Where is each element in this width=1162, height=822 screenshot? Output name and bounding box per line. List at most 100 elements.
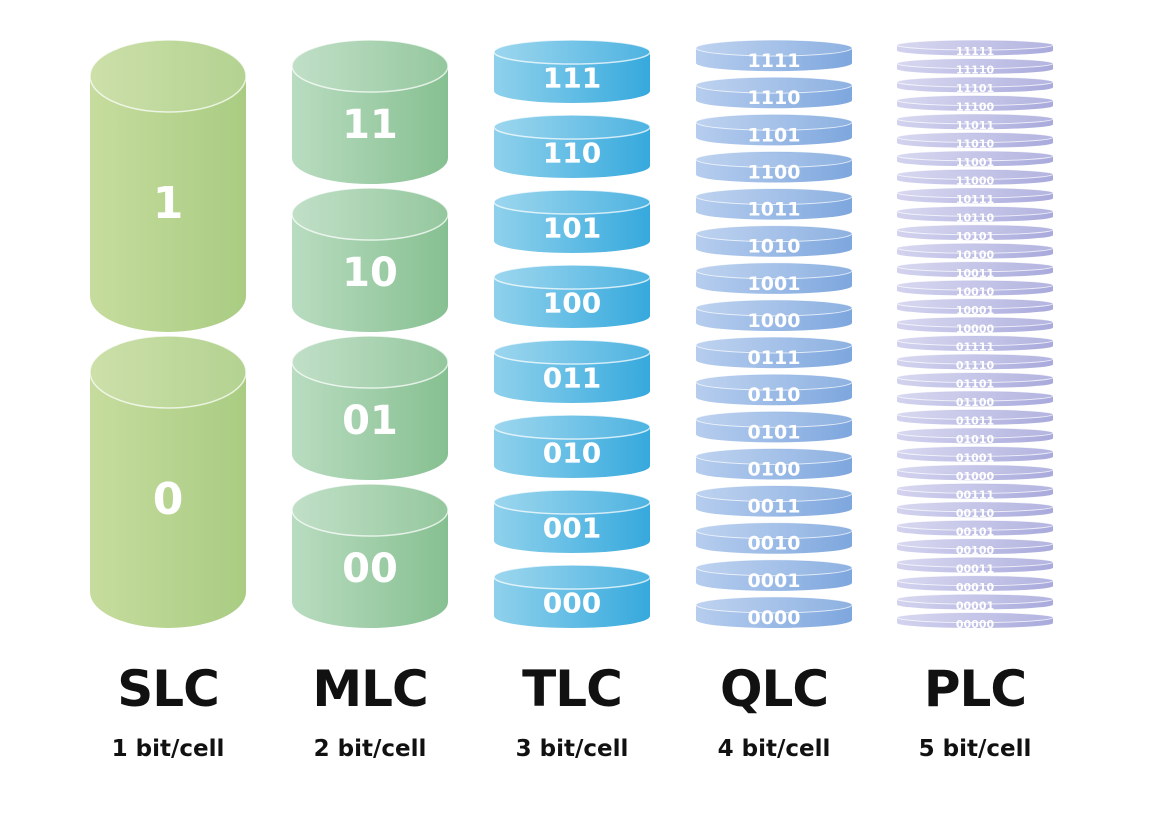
cell-plc-11001: 11001 — [896, 150, 1054, 169]
cell-qlc-1110: 1110 — [695, 76, 853, 109]
cell-plc-01010: 01010 — [896, 427, 1054, 446]
cell-plc-01000: 01000 — [896, 464, 1054, 483]
cell-label: 1000 — [748, 310, 801, 332]
cell-label: 1011 — [748, 199, 801, 221]
cell-label: 000 — [543, 587, 601, 620]
cell-label: 00010 — [956, 581, 995, 594]
stack-tlc: 111 110 101 100 011 010 001 000 — [493, 39, 651, 628]
cell-label: 10001 — [956, 304, 994, 317]
cell-label: 11001 — [956, 156, 994, 169]
cell-plc-01110: 01110 — [896, 353, 1054, 372]
cell-label: 110 — [543, 137, 601, 170]
cell-qlc-1000: 1000 — [695, 299, 853, 332]
stack-qlc: 1111 1110 1101 1100 1011 1010 1001 1000 0111 0110… — [695, 39, 853, 629]
cell-label: 00011 — [956, 562, 994, 575]
cell-label: 01010 — [956, 433, 995, 446]
cell-label: 1010 — [748, 236, 801, 258]
cell-mlc-00: 00 — [291, 483, 449, 628]
cell-label: 1101 — [748, 124, 801, 146]
cell-label: 01110 — [956, 359, 995, 372]
cell-qlc-0100: 0100 — [695, 447, 853, 480]
cell-label: 10011 — [956, 267, 994, 280]
cell-label: 0 — [153, 474, 184, 525]
cell-plc-01011: 01011 — [896, 408, 1054, 428]
label-slc: SLC — [117, 660, 220, 718]
cell-label: 01101 — [956, 378, 994, 391]
cell-label: 01111 — [956, 341, 994, 354]
sublabel-tlc: 3 bit/cell — [515, 736, 629, 762]
cell-plc-11010: 11010 — [896, 131, 1054, 151]
cell-plc-01001: 01001 — [896, 445, 1054, 465]
cell-label: 11000 — [956, 175, 995, 188]
sublabel-slc: 1 bit/cell — [111, 736, 225, 762]
cell-plc-10100: 10100 — [896, 242, 1054, 261]
cell-label: 10111 — [956, 193, 994, 206]
cell-label: 001 — [543, 512, 601, 545]
cell-qlc-0001: 0001 — [695, 559, 853, 592]
cell-mlc-11: 11 — [291, 39, 449, 184]
cell-qlc-1111: 1111 — [695, 39, 853, 72]
cell-label: 10101 — [956, 230, 994, 243]
cell-label: 10000 — [956, 322, 995, 335]
sublabel-plc: 5 bit/cell — [918, 736, 1032, 762]
cell-qlc-0010: 0010 — [695, 522, 853, 555]
cell-qlc-1010: 1010 — [695, 225, 853, 258]
cell-plc-00000: 00000 — [896, 612, 1054, 631]
cell-label: 0110 — [748, 384, 801, 406]
cell-label: 00111 — [956, 488, 994, 501]
cell-plc-00010: 00010 — [896, 575, 1054, 594]
sublabel-qlc: 4 bit/cell — [717, 736, 831, 762]
cell-plc-01111: 01111 — [896, 335, 1054, 354]
cell-label: 100 — [543, 287, 601, 320]
cell-label: 0010 — [748, 533, 801, 555]
cell-plc-10110: 10110 — [896, 205, 1054, 224]
cell-tlc-000: 000 — [493, 564, 651, 628]
stack-slc: 10 — [89, 39, 247, 628]
cell-plc-10101: 10101 — [896, 224, 1054, 243]
cell-label: 0100 — [748, 458, 801, 480]
cell-mlc-01: 01 — [291, 335, 449, 480]
cell-plc-00101: 00101 — [896, 519, 1054, 538]
cell-label: 11111 — [956, 45, 994, 58]
cell-mlc-10: 10 — [291, 187, 449, 332]
cell-plc-00001: 00001 — [896, 593, 1054, 612]
cell-plc-11110: 11110 — [896, 57, 1054, 77]
cell-tlc-011: 011 — [493, 339, 651, 403]
cell-label: 00000 — [956, 618, 995, 631]
cell-qlc-1011: 1011 — [695, 188, 853, 221]
cell-label: 1111 — [748, 50, 801, 72]
cell-qlc-0111: 0111 — [695, 336, 853, 369]
cell-label: 10110 — [956, 211, 995, 224]
cell-label: 01011 — [956, 415, 994, 428]
cell-qlc-0000: 0000 — [695, 596, 853, 629]
cell-label: 010 — [543, 437, 601, 470]
cell-qlc-0110: 0110 — [695, 373, 853, 406]
cell-plc-00100: 00100 — [896, 538, 1054, 557]
cell-slc-0: 0 — [89, 335, 247, 628]
cell-plc-10010: 10010 — [896, 279, 1054, 298]
cell-qlc-1001: 1001 — [695, 262, 853, 295]
cell-label: 011 — [543, 362, 601, 395]
cell-plc-11100: 11100 — [896, 94, 1054, 114]
cell-tlc-110: 110 — [493, 114, 651, 178]
stack-mlc: 11 10 01 00 — [291, 39, 449, 628]
cell-label: 10100 — [956, 248, 995, 261]
cell-plc-01100: 01100 — [896, 390, 1054, 409]
cell-plc-10111: 10111 — [896, 187, 1054, 206]
cell-plc-11101: 11101 — [896, 76, 1054, 95]
cell-label: 1 — [153, 178, 184, 229]
cell-label: 00110 — [956, 507, 995, 520]
cell-tlc-010: 010 — [493, 414, 651, 478]
label-qlc: QLC — [719, 660, 829, 718]
cell-label: 11101 — [956, 82, 994, 95]
cell-tlc-001: 001 — [493, 489, 651, 553]
cell-label: 00 — [342, 546, 398, 592]
cell-label: 00100 — [956, 544, 995, 557]
cell-slc-1: 1 — [89, 39, 247, 332]
sublabel-mlc: 2 bit/cell — [313, 736, 427, 762]
cell-label: 1001 — [748, 273, 801, 295]
cell-label: 11010 — [956, 138, 995, 151]
cell-label: 101 — [543, 212, 601, 245]
cell-plc-00111: 00111 — [896, 482, 1054, 501]
